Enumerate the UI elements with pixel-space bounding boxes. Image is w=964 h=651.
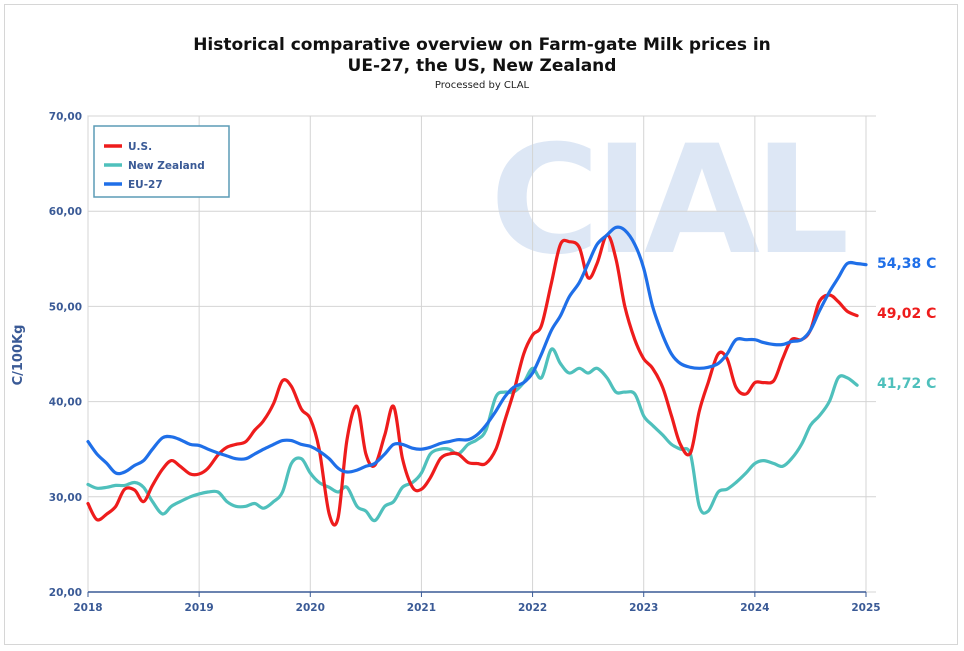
y-tick-label: 50,00 bbox=[49, 301, 82, 313]
legend-label-eu-27: EU-27 bbox=[128, 179, 163, 191]
x-tick-label: 2024 bbox=[740, 602, 769, 614]
x-tick-label: 2019 bbox=[185, 602, 214, 614]
legend: U.S. New Zealand EU-27 bbox=[93, 125, 230, 198]
series-line-eu-27 bbox=[86, 225, 868, 476]
y-tick-label: 70,00 bbox=[49, 111, 82, 123]
y-tick-label: 40,00 bbox=[49, 397, 82, 409]
y-tick-label: 60,00 bbox=[49, 206, 82, 218]
series-line-new-zealand bbox=[86, 347, 859, 523]
x-tick-label: 2020 bbox=[296, 602, 325, 614]
x-tick-label: 2022 bbox=[518, 602, 547, 614]
end-label-u-s: 49,02 C bbox=[877, 306, 936, 322]
axes: 20,00 30,00 40,00 50,00 60,00 70,00 2018 2019 20… bbox=[49, 111, 881, 614]
chart-title-line-1: Historical comparative overview on Farm-… bbox=[193, 35, 771, 55]
x-tick-label: 2021 bbox=[407, 602, 436, 614]
y-tick-label: 30,00 bbox=[49, 492, 82, 504]
y-axis-label: C/100Kg bbox=[11, 325, 26, 386]
end-labels: 41,72 C 49,02 C 54,38 C bbox=[877, 256, 936, 392]
legend-label-new-zealand: New Zealand bbox=[128, 160, 205, 172]
chart-frame bbox=[4, 4, 958, 645]
watermark-logo: CIAL bbox=[490, 114, 846, 288]
chart-title-line-2: UE-27, the US, New Zealand bbox=[347, 56, 617, 76]
x-tick-label: 2025 bbox=[851, 602, 880, 614]
series-line-u-s bbox=[86, 233, 859, 527]
end-label-eu-27: 54,38 C bbox=[877, 256, 936, 272]
x-tick-label: 2018 bbox=[73, 602, 102, 614]
series-lines bbox=[86, 225, 868, 527]
x-tick-label: 2023 bbox=[629, 602, 658, 614]
end-label-new-zealand: 41,72 C bbox=[877, 376, 936, 392]
y-tick-label: 20,00 bbox=[49, 587, 82, 599]
chart-subtitle: Processed by CLAL bbox=[434, 80, 530, 91]
legend-label-u-s: U.S. bbox=[128, 141, 152, 153]
